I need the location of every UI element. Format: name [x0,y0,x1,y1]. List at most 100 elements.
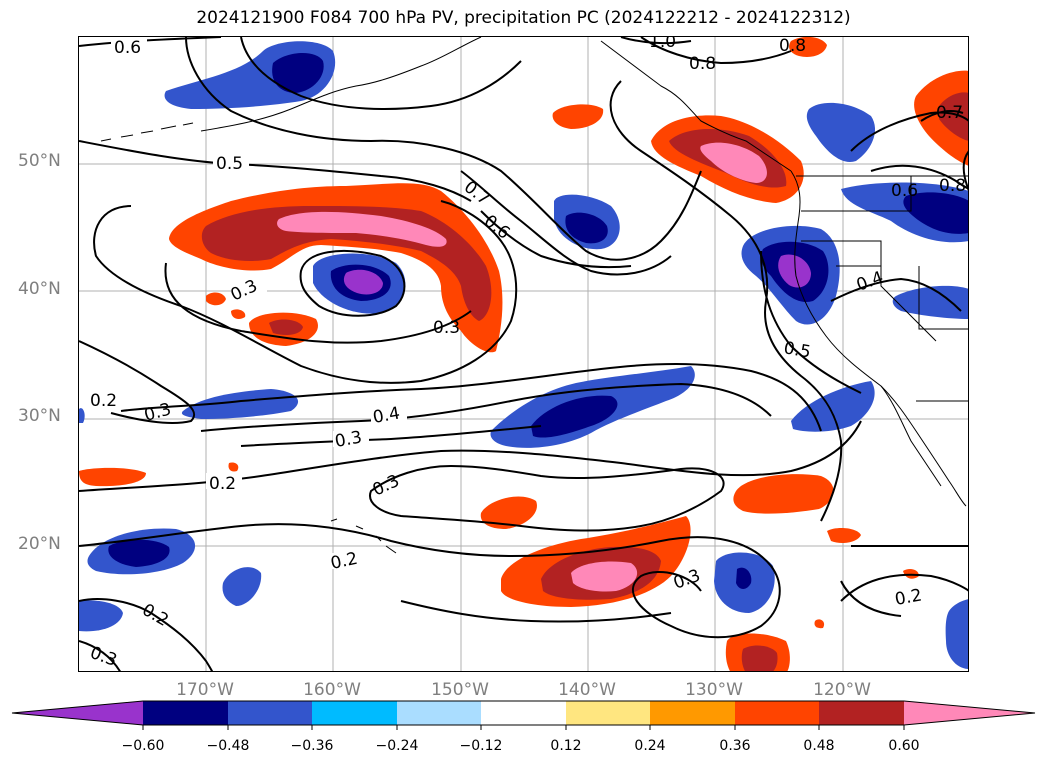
contour-label: 0.3 [333,428,363,452]
contour-0-7 [460,170,672,276]
lon-label-130w: 130°W [685,680,743,700]
contour-e-20n [840,580,902,617]
contour-0-8-top [640,37,792,65]
pos-blob-22n [480,496,537,529]
lat-label-30n: 30°N [18,406,61,426]
contour-label: 0.8 [689,54,716,74]
neg-blob-40n-purple [343,269,383,295]
colorbar-seg [650,701,735,725]
hawaii-islands [330,518,397,554]
colorbar-seg [819,701,904,725]
colorbar-label: 0.12 [550,738,582,754]
neg-blob-sw-corner [79,600,123,632]
contour-0-3-band [120,363,822,432]
contour-label: 0.2 [90,391,117,411]
map-title: 2024121900 F084 700 hPa PV, precipitatio… [196,8,851,28]
colorbar-seg [481,701,566,725]
pos-blob-21n-east [827,527,861,543]
contour-outer-closed [93,200,518,384]
colorbar-label: 0.24 [634,738,666,754]
contour-label: 0.6 [114,38,141,58]
contour-label: 0.3 [433,318,460,338]
contour-0-5-north [79,140,472,202]
bc-coast [600,40,792,172]
colorbar-label: 0.60 [888,738,920,754]
contour-0-6-mid [480,210,632,269]
contour-label: 0.8 [779,37,806,56]
pos-blob-wa-coast-pink [700,142,767,183]
pos-blob-12n-dark [741,645,778,671]
contour-lower-left2 [79,640,121,671]
colorbar-extend-right [904,701,1035,725]
contour-0-5-ca [760,250,862,394]
lon-label-140w: 140°W [558,680,616,700]
lon-label-150w: 150°W [431,680,489,700]
colorbar-ticks [142,725,905,730]
contour-label: 1.0 [649,37,676,52]
neg-blob-california-purple [778,254,811,288]
pos-blob-24n-east [733,474,834,514]
pv-contours [79,37,968,671]
colorbar-seg [566,701,650,725]
neg-blob-alaska-core [272,52,324,93]
neg-blob-nv [892,285,968,319]
colorbar-label: −0.48 [206,738,250,754]
contour-0-3-lower [240,425,542,447]
contour-lower-left [79,598,214,671]
aleutian-chain [100,122,194,142]
colorbar-seg [735,701,819,725]
neg-blob-20n-west-core [108,539,170,567]
colorbar-segments [12,701,1035,725]
contour-0-7-ne [920,110,964,122]
colorbar-seg [143,701,228,725]
state-border-id [881,176,912,212]
pos-blob-18n-pink [571,561,638,592]
contour-0-2-se [840,573,968,602]
lat-label-40n: 40°N [18,279,61,299]
colorbar-seg [397,701,481,725]
colorbar-label: 0.36 [719,738,751,754]
contour-loop-40n [299,250,406,317]
lon-label-120w: 120°W [813,680,871,700]
contour-label: 0.2 [209,474,236,494]
contour-label: 0.2 [893,586,923,610]
neg-blob-20n-east-core [736,567,752,589]
colorbar-outline [11,700,1036,726]
contour-0-4 [200,382,772,432]
contour-label: 0.3 [87,643,119,671]
neg-blob-mid-pac-core [531,395,618,438]
contour-label: 0.7 [936,103,963,123]
lon-label-160w: 160°W [303,680,361,700]
neg-blob-se-corner [945,599,968,669]
alaska-coast [200,37,482,132]
contour-e-edge [962,150,968,192]
contour-0-2-bottom [400,600,672,623]
contour-label: 0.5 [782,338,812,362]
colorbar-seg [228,701,312,725]
pos-blob-38n-tiny [231,309,246,319]
pos-blob-38n-dark [269,319,303,335]
neg-blob-baja [791,381,875,432]
colorbar-label: −0.36 [290,738,334,754]
neg-blob-bc [806,102,876,162]
neg-blob-hawaii-s [222,567,262,606]
gridlines [79,37,968,671]
colorbar-seg [312,701,397,725]
contour-label: 0.3 [142,400,173,426]
colorbar-extend-left [12,701,143,725]
pos-blob-39n-small [206,292,226,306]
lon-label-170w: 170°W [176,680,234,700]
contour-label: 0.6 [891,181,918,201]
contour-label: 0.5 [216,154,243,174]
baja-coast [880,385,942,487]
colorbar-label: −0.12 [459,738,503,754]
contour-0-3-inner [164,262,472,344]
contour-label: 0.8 [939,176,966,196]
colorbar-label: 0.48 [803,738,835,754]
neg-blob-45n-core [565,212,608,244]
positive-precip-regions [79,37,968,671]
pos-blob-25n-tiny [228,462,239,472]
contour-0-3-hump [369,464,725,532]
colorbar-label: −0.24 [375,738,419,754]
pos-blob-top-mid [789,37,827,57]
